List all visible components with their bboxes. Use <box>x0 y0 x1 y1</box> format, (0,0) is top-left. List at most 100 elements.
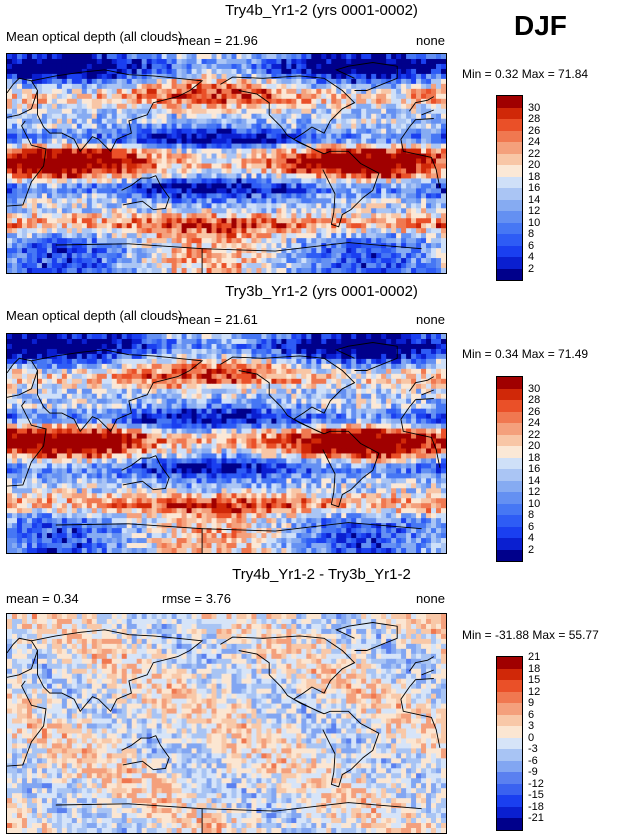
colorbar-tick-label: 16 <box>528 463 541 475</box>
colorbar-swatch <box>497 176 522 188</box>
coastline <box>7 120 47 207</box>
coastline <box>335 622 398 651</box>
colorbar-tick-label: 18 <box>528 662 541 675</box>
panel1-title: Try4b_Yr1-2 (yrs 0001-0002) <box>225 2 418 19</box>
colorbar-tick-label: 10 <box>528 216 541 229</box>
coastline <box>409 376 435 392</box>
colorbar-swatch <box>497 388 522 400</box>
coastline <box>220 355 356 435</box>
panel1-variable: Mean optical depth (all clouds) <box>6 29 183 44</box>
field-plot <box>7 54 446 273</box>
colorbar-tick-label: 15 <box>528 674 541 686</box>
colorbar-swatch <box>497 515 522 527</box>
panel2-mean: mean = 21.61 <box>178 312 258 327</box>
colorbar-swatch <box>497 446 522 458</box>
colorbar-swatches <box>496 95 523 281</box>
colorbar-swatch <box>497 749 522 761</box>
colorbar-tick-label: 12 <box>528 205 541 217</box>
panel2-variable: Mean optical depth (all clouds) <box>6 308 183 323</box>
colorbar-swatch <box>497 737 522 749</box>
colorbar-swatch <box>497 795 522 807</box>
colorbar-swatch <box>497 760 522 772</box>
colorbar-swatches <box>496 376 523 562</box>
colorbar-tick-label: 0 <box>528 731 535 744</box>
colorbar-swatch <box>497 691 522 703</box>
colorbar-tick-label: 28 <box>528 113 541 125</box>
panel1-minmax: Min = 0.32 Max = 71.84 <box>462 67 589 81</box>
coastline <box>31 629 204 713</box>
coastline <box>202 242 422 252</box>
coastline <box>409 96 435 112</box>
colorbar-tick-label: 30 <box>528 101 541 114</box>
colorbar-swatch <box>497 538 522 550</box>
coastline <box>220 75 356 155</box>
colorbar-swatch <box>497 222 522 234</box>
coastline <box>322 710 380 788</box>
panel3-minmax: Min = -31.88 Max = 55.77 <box>462 628 599 642</box>
colorbar-swatch <box>497 119 522 131</box>
panel2-minmax: Min = 0.34 Max = 71.49 <box>462 347 589 361</box>
colorbar-swatch <box>497 130 522 142</box>
panel2-title: Try3b_Yr1-2 (yrs 0001-0002) <box>225 283 418 300</box>
colorbar-swatch <box>497 245 522 257</box>
panel3-title: Try4b_Yr1-2 - Try3b_Yr1-2 <box>232 566 411 583</box>
colorbar-tick-label: 26 <box>528 405 541 418</box>
colorbar-tick-label: 6 <box>528 708 535 721</box>
colorbar-swatch <box>497 257 522 269</box>
panel3-rmse: rmse = 3.76 <box>162 591 232 606</box>
coastline <box>421 109 434 116</box>
colorbar-tick-label: 3 <box>528 720 535 732</box>
colorbar-swatch <box>497 423 522 435</box>
colorbar-tick-label: 10 <box>528 497 541 510</box>
colorbar-swatch <box>497 457 522 469</box>
colorbar-tick-label: 24 <box>528 417 541 429</box>
colorbar-tick-label: 20 <box>528 440 541 452</box>
coastline <box>400 678 441 748</box>
colorbar-swatch <box>497 199 522 211</box>
colorbar-tick-label: -18 <box>528 800 544 813</box>
colorbar-tick-label: 12 <box>528 685 541 698</box>
season-label: DJF <box>514 10 567 41</box>
coastline <box>31 349 204 433</box>
colorbar-swatch <box>497 480 522 492</box>
coastline <box>322 150 380 228</box>
coastline <box>55 803 203 833</box>
colorbar-swatch <box>497 680 522 692</box>
panel1-units: none <box>416 33 445 48</box>
colorbar-swatch <box>497 411 522 423</box>
colorbar-swatch <box>497 153 522 165</box>
coastline <box>400 398 441 468</box>
panel1-map <box>6 53 447 274</box>
colorbar-tick-label: 2 <box>528 543 535 556</box>
colorbar-swatch <box>497 783 522 795</box>
panel3-units: none <box>416 591 445 606</box>
colorbar-swatches <box>496 656 523 831</box>
coastline <box>409 656 435 672</box>
colorbar-swatch <box>497 165 522 177</box>
colorbar-tick-label: 18 <box>528 451 541 464</box>
coastline <box>400 118 441 188</box>
colorbar-swatch <box>497 668 522 680</box>
coastline <box>7 637 38 678</box>
colorbar-tick-label: 14 <box>528 474 541 487</box>
colorbar-tick-label: 8 <box>528 228 535 240</box>
colorbar-swatch <box>497 657 522 669</box>
colorbar-tick-label: -12 <box>528 777 544 790</box>
colorbar-swatch <box>497 400 522 412</box>
colorbar-swatch <box>497 549 522 561</box>
colorbar-tick-label: -15 <box>528 789 544 801</box>
coastline <box>55 243 203 273</box>
colorbar-swatch <box>497 818 522 830</box>
coastline <box>7 357 38 398</box>
coastline <box>202 522 422 532</box>
colorbar-tick-label: 12 <box>528 486 541 498</box>
coastline <box>7 400 47 487</box>
colorbar-swatch <box>497 268 522 280</box>
colorbar-swatch <box>497 492 522 504</box>
coastline <box>121 735 170 771</box>
panel1-mean: mean = 21.96 <box>178 33 258 48</box>
colorbar-swatch <box>497 526 522 538</box>
coastline <box>421 389 434 396</box>
colorbar-tick-label: 22 <box>528 147 541 160</box>
coastline <box>121 455 170 491</box>
